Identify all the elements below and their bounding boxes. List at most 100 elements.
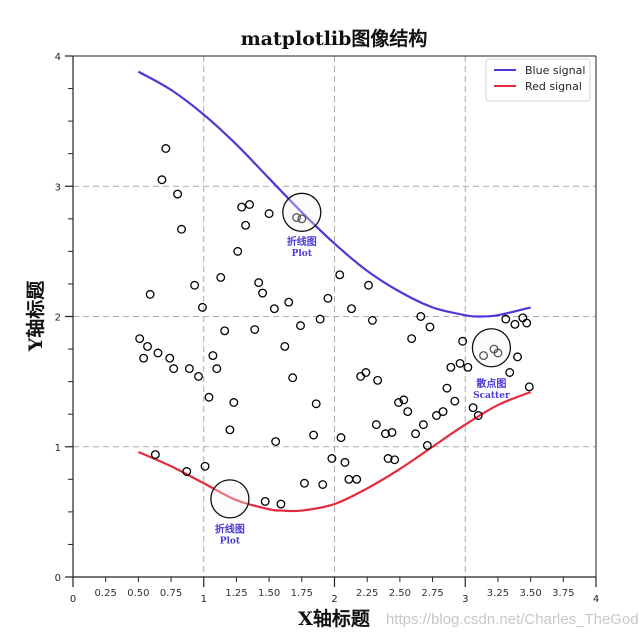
- scatter-point: [276, 499, 286, 509]
- scatter-point: [269, 304, 279, 314]
- scatter-point: [284, 297, 294, 307]
- x-minor-tick-label: 2.25: [356, 588, 378, 599]
- scatter-point: [335, 270, 345, 280]
- scatter-point: [510, 319, 520, 329]
- x-minor-tick-label: 3.75: [552, 588, 574, 599]
- x-minor-tick-label: 3.25: [487, 588, 509, 599]
- scatter-point: [352, 474, 362, 484]
- axes: [65, 55, 597, 587]
- scatter-point: [309, 430, 319, 440]
- legend-label-red: Red signal: [525, 80, 582, 93]
- annotation-label-cn: 折线图: [215, 523, 245, 536]
- scatter-point: [225, 425, 235, 435]
- chart-title: matplotlib图像结构: [241, 27, 428, 50]
- x-tick-label: 0: [70, 594, 76, 605]
- x-tick-label: 3: [462, 594, 468, 605]
- scatter-point: [399, 395, 409, 405]
- x-minor-tick-label: 0.25: [95, 588, 117, 599]
- legend-label-blue: Blue signal: [525, 64, 585, 77]
- scatter-point: [422, 440, 432, 450]
- scatter-point: [299, 478, 309, 488]
- line-series: [137, 70, 532, 513]
- scatter-point: [254, 278, 264, 288]
- scatter-point: [373, 375, 383, 385]
- scatter-point: [264, 209, 274, 219]
- x-tick-label: 4: [593, 594, 599, 605]
- x-minor-tick-label: 0.75: [160, 588, 182, 599]
- y-tick-label: 1: [55, 443, 61, 454]
- line-red-signal: [137, 391, 532, 513]
- scatter-point: [311, 399, 321, 409]
- scatter-point: [407, 334, 417, 344]
- x-axis-label: X轴标题: [298, 607, 370, 630]
- scatter-point: [347, 304, 356, 314]
- y-tick-label: 0: [55, 573, 61, 584]
- x-tick-label: 2: [331, 594, 337, 605]
- scatter-point: [190, 280, 200, 290]
- scatter-point: [390, 455, 400, 465]
- scatter-point: [416, 312, 426, 321]
- scatter-point: [145, 289, 155, 299]
- x-minor-tick-label: 1.75: [291, 588, 313, 599]
- scatter-point: [524, 382, 534, 392]
- scatter-point: [233, 246, 243, 256]
- scatter-point: [271, 437, 281, 446]
- scatter-point: [197, 302, 207, 312]
- scatter-point: [173, 189, 183, 199]
- scatter-point: [220, 326, 230, 336]
- scatter-point: [438, 407, 448, 417]
- scatter-point: [493, 348, 503, 358]
- scatter-point: [479, 351, 489, 361]
- scatter-point: [418, 420, 428, 430]
- scatter-point: [135, 334, 145, 344]
- scatter-point: [513, 352, 522, 362]
- x-minor-tick-label: 0.50: [127, 588, 149, 599]
- scatter-point: [327, 454, 337, 463]
- scatter-point: [344, 474, 354, 484]
- annotation-label-cn: 折线图: [287, 235, 317, 248]
- scatter-point: [425, 322, 435, 332]
- scatter-points: [135, 144, 534, 509]
- scatter-point: [153, 348, 163, 358]
- annotation-label-en: Plot: [220, 537, 241, 547]
- scatter-point: [442, 383, 452, 393]
- x-minor-tick-label: 2.50: [389, 588, 411, 599]
- scatter-point: [323, 293, 333, 303]
- scatter-point: [250, 325, 260, 334]
- legend: Blue signal Red signal: [485, 58, 591, 102]
- annotation-circle: [282, 192, 322, 232]
- scatter-point: [387, 427, 397, 437]
- line-blue-signal: [137, 70, 531, 318]
- scatter-point: [204, 392, 214, 402]
- scatter-point: [361, 368, 371, 377]
- scatter-point: [296, 321, 305, 331]
- x-minor-tick-label: 1.25: [225, 588, 247, 599]
- scatter-point: [258, 288, 268, 298]
- scatter-point: [473, 411, 483, 420]
- annotation-label-cn: 散点图: [476, 377, 506, 390]
- scatter-point: [297, 214, 307, 224]
- x-tick-label: 1: [201, 594, 207, 605]
- scatter-point: [446, 362, 456, 372]
- scatter-point: [367, 315, 377, 325]
- y-tick-label: 2: [55, 313, 61, 324]
- scatter-point: [150, 450, 160, 460]
- x-minor-tick-label: 3.50: [519, 588, 541, 599]
- scatter-point: [229, 398, 239, 407]
- scatter-point: [169, 364, 179, 374]
- scatter-point: [161, 144, 171, 153]
- scatter-point: [468, 403, 478, 413]
- scatter-point: [315, 314, 325, 324]
- scatter-point: [450, 396, 460, 406]
- scatter-point: [237, 202, 247, 212]
- scatter-point: [216, 272, 226, 282]
- watermark: https://blog.csdn.net/Charles_TheGod: [386, 611, 639, 628]
- scatter-point: [245, 200, 254, 209]
- annotation-label-en: Scatter: [473, 391, 510, 401]
- scatter-point: [143, 342, 152, 351]
- annotation-label-en: Plot: [292, 249, 313, 259]
- scatter-point: [292, 213, 302, 222]
- scatter-point: [139, 353, 149, 363]
- scatter-point: [394, 398, 404, 407]
